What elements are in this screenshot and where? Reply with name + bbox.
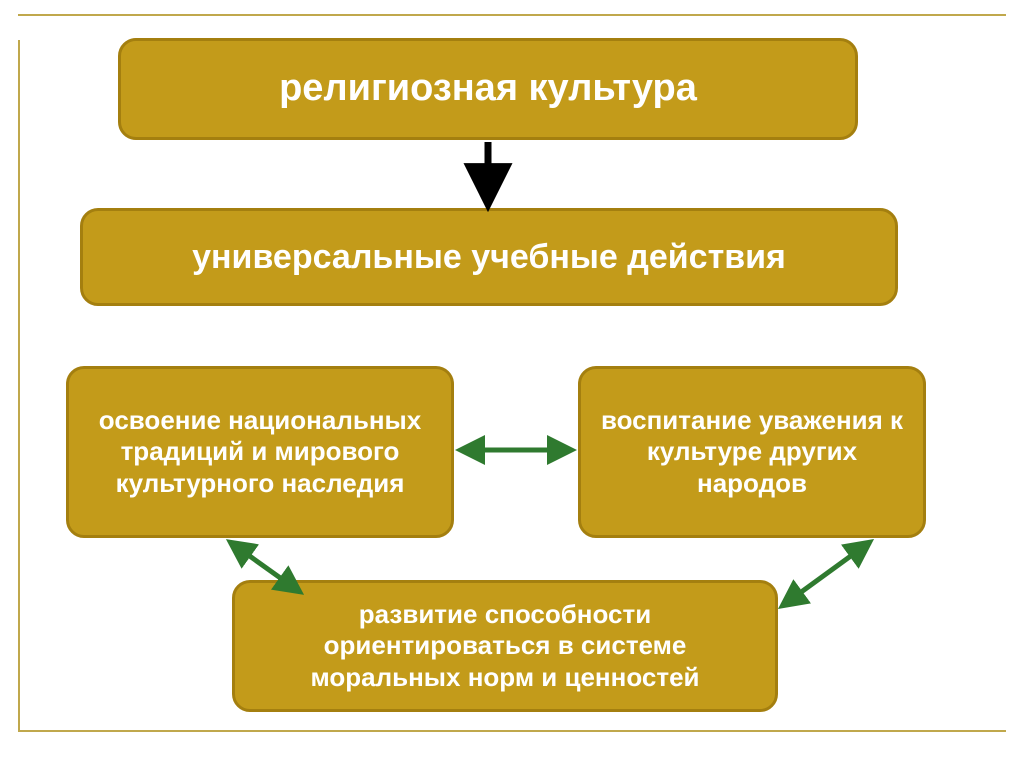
node-label: воспитание уважения к культуре других на… [599,405,905,499]
node-label: универсальные учебные действия [192,237,786,278]
node-respect: воспитание уважения к культуре других на… [578,366,926,538]
frame-top [18,14,1006,16]
node-religious-culture: религиозная культура [118,38,858,140]
edge-n4-n5 [782,542,870,606]
node-moral-norms: развитие способности ориентироваться в с… [232,580,778,712]
node-universal-actions: универсальные учебные действия [80,208,898,306]
node-traditions: освоение национальных традиций и мировог… [66,366,454,538]
node-label: религиозная культура [279,66,697,112]
frame-bottom [18,730,1006,732]
node-label: развитие способности ориентироваться в с… [253,599,757,693]
frame-left [18,40,20,730]
node-label: освоение национальных традиций и мировог… [87,405,433,499]
